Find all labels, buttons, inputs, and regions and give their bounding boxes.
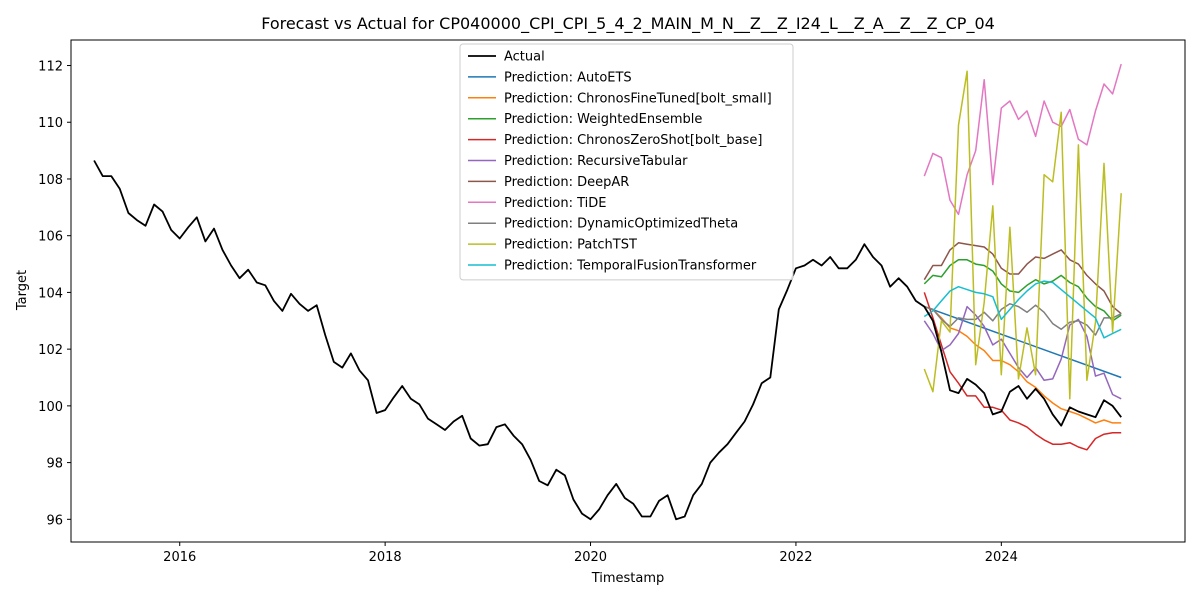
series-line-prediction-deepar [923, 242, 1122, 315]
legend-label: Prediction: RecursiveTabular [504, 154, 688, 169]
legend-label: Actual [504, 50, 545, 65]
y-tick-label: 100 [38, 400, 63, 415]
legend: Actual Prediction: AutoETS Prediction: Chr… [459, 43, 794, 281]
series-line-prediction-weightedensemble [923, 259, 1122, 322]
y-tick-label: 108 [38, 173, 63, 188]
legend-label: Prediction: DynamicOptimizedTheta [504, 217, 738, 232]
y-tick-label: 96 [46, 513, 63, 528]
series-line-prediction-patchtst [923, 70, 1122, 400]
series-line-prediction-chronoszeroshot-bolt-base [923, 292, 1122, 451]
x-axis: 2016 2018 2020 2022 2024 [163, 542, 1018, 565]
y-tick-label: 112 [38, 60, 63, 75]
plot-area [70, 39, 1186, 543]
y-axis-label: Target [15, 270, 30, 311]
series-line-actual [93, 160, 1122, 521]
y-tick-label: 110 [38, 116, 63, 131]
x-tick-label: 2020 [574, 550, 607, 565]
legend-label: Prediction: AutoETS [504, 70, 632, 85]
legend-box [459, 43, 794, 281]
x-axis-label: Timestamp [591, 571, 665, 586]
series-line-prediction-tide [923, 63, 1122, 216]
x-tick-label: 2018 [369, 550, 402, 565]
series-line-prediction-dynamicoptimizedtheta [924, 303, 1122, 336]
y-tick-label: 106 [38, 230, 63, 245]
y-tick-label: 102 [38, 343, 63, 358]
plot-frame [70, 39, 1186, 543]
legend-label: Prediction: ChronosZeroShot[bolt_base] [504, 133, 762, 148]
legend-label: Prediction: WeightedEnsemble [504, 112, 702, 127]
chart-title: Forecast vs Actual for CP040000_CPI_CPI_… [261, 14, 995, 34]
series-group [93, 63, 1122, 521]
x-tick-label: 2024 [985, 550, 1018, 565]
x-tick-label: 2016 [163, 550, 196, 565]
series-line-prediction-recursivetabular [923, 305, 1122, 400]
y-tick-label: 104 [38, 286, 63, 301]
legend-label: Prediction: DeepAR [504, 175, 629, 190]
x-tick-label: 2022 [779, 550, 812, 565]
y-tick-label: 98 [46, 457, 63, 472]
series-line-prediction-temporalfusiontransformer [923, 280, 1122, 339]
series-line-prediction-chronosfinetuned-bolt-small [924, 305, 1122, 424]
legend-label: Prediction: TemporalFusionTransformer [504, 259, 757, 274]
y-axis: 96 98 100 102 104 106 108 110 112 [38, 60, 71, 528]
legend-label: Prediction: PatchTST [504, 238, 637, 253]
legend-label: Prediction: ChronosFineTuned[bolt_small] [504, 91, 772, 106]
legend-label: Prediction: TiDE [504, 196, 606, 211]
